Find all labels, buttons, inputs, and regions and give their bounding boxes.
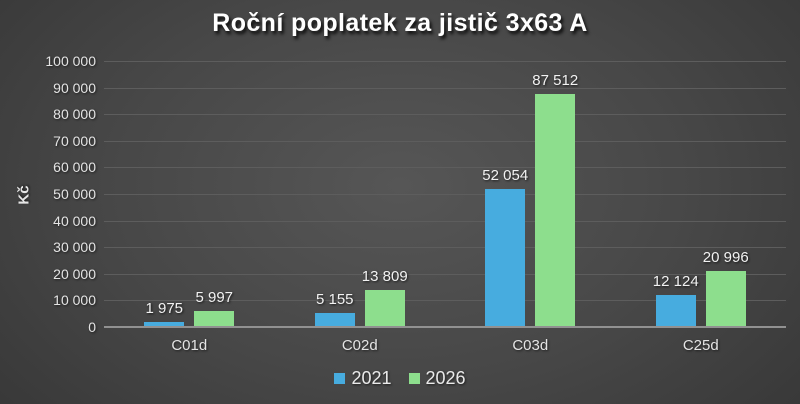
legend-swatch: [334, 372, 346, 384]
gridlines-layer: [104, 61, 786, 327]
bar-2026-C03d: [535, 94, 576, 327]
y-axis-tick-labels: 100 000 90 000 80 000 70 000 60 000 50 000 40 …: [0, 53, 96, 335]
gridline: [104, 61, 786, 62]
gridline: [104, 114, 786, 116]
bar-value-label: 52 054: [482, 166, 529, 184]
y-axis-tick-label: 100 000: [45, 53, 96, 69]
x-axis-category-label: C03d: [512, 337, 549, 354]
y-axis-tick-label: 30 000: [53, 239, 96, 256]
bar-value-label: 13 809: [361, 268, 408, 286]
gridline: [104, 273, 786, 275]
legend-swatch: [408, 372, 420, 384]
bar-2021-C01d: [144, 321, 185, 327]
gridline: [104, 220, 786, 222]
y-axis-tick-label: 10 000: [53, 292, 96, 309]
x-axis-category-label: C01d: [171, 337, 208, 354]
bar-2026-C02d: [364, 290, 405, 327]
y-axis-tick-label: 40 000: [53, 212, 96, 229]
x-axis-line: [104, 326, 786, 328]
legend-item-2021: 2021: [334, 367, 392, 389]
y-axis-tick-label: 50 000: [53, 186, 96, 202]
gridline: [104, 87, 786, 89]
bar-2021-C03d: [485, 188, 526, 327]
plot-area: 1 975 5 997 5 155 13 809 52 054 87 512 12 124 2…: [104, 61, 786, 328]
y-axis-tick-label: 70 000: [53, 132, 96, 149]
legend: 2021 2026: [0, 366, 800, 390]
bar-2026-C25d: [705, 271, 746, 327]
bar-value-label: 87 512: [532, 72, 579, 90]
y-axis-tick-label: 60 000: [53, 159, 96, 176]
bars-layer: 1 975 5 997 5 155 13 809 52 054 87 512 12 124 2…: [104, 61, 786, 327]
x-axis-category-label: C25d: [682, 337, 719, 354]
legend-label: 2026: [425, 367, 466, 388]
x-axis-category-labels: C01d C02d C03d C25d: [104, 337, 786, 357]
gridline: [104, 300, 786, 302]
y-axis-tick-label: 90 000: [53, 79, 96, 96]
y-axis-tick-label: 20 000: [53, 265, 96, 282]
gridline: [104, 194, 786, 195]
bar-value-label: 1 975: [145, 299, 184, 317]
bar-2021-C02d: [314, 313, 355, 327]
chart-title: Roční poplatek za jistič 3x63 A: [212, 9, 588, 37]
bar-value-label: 20 996: [702, 249, 749, 267]
bar-2026-C01d: [194, 311, 235, 327]
bar-value-label: 12 124: [652, 272, 699, 290]
bar-2021-C25d: [655, 294, 696, 327]
y-axis-tick-label: 0: [88, 319, 96, 335]
gridline: [104, 140, 786, 142]
gridline: [104, 167, 786, 169]
x-axis-category-label: C02d: [341, 337, 378, 354]
legend-item-2026: 2026: [408, 367, 466, 389]
bar-value-label: 5 155: [315, 291, 354, 309]
y-axis-tick-label: 80 000: [53, 106, 96, 123]
legend-label: 2021: [351, 367, 392, 388]
gridline: [104, 247, 786, 249]
bar-value-label: 5 997: [195, 289, 234, 307]
